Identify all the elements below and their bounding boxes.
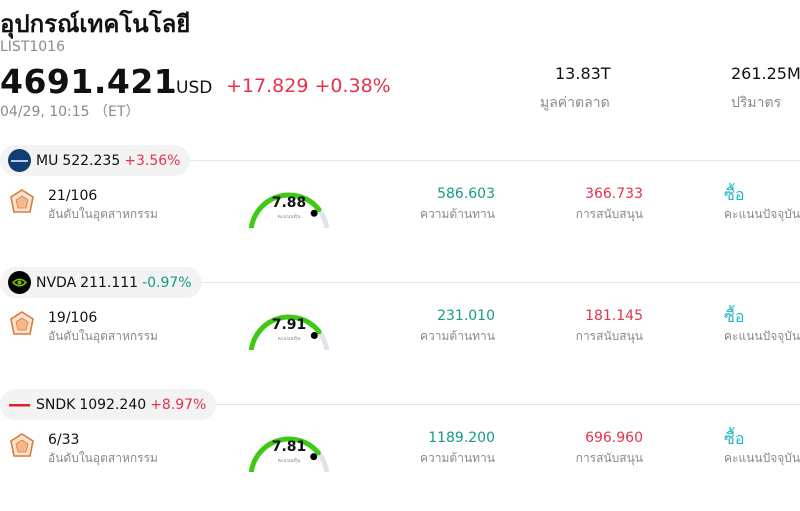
stock-symbol: SNDK [36,396,76,413]
index-price: 4691.421 [0,62,178,101]
industry-rank-icon [10,311,34,335]
market-cap-label: มูลค่าตลาด [540,95,610,111]
rating-label: คะแนนปัจจุบัน [724,329,800,343]
stock-pill[interactable]: NVDA 211.111 -0.97% [0,267,202,298]
industry-rank-icon [10,189,34,213]
currency-label: USD [176,78,213,98]
support-value: 181.145 [585,308,643,324]
stock-symbol: NVDA [36,274,77,291]
timestamp: 04/29, 10:15 （ET） [0,104,140,120]
volume-value: 261.25M [731,64,800,83]
resistance-value: 1189.200 [428,430,495,446]
industry-rank-label: อันดับในอุตสาหกรรม [48,207,158,221]
resistance-value: 231.010 [437,308,495,324]
micron-logo-icon [8,149,31,172]
score-gauge [248,436,330,472]
resistance-label: ความต้านทาน [420,451,495,465]
industry-rank-value: 19/106 [48,310,98,326]
row-divider [0,404,800,405]
score-gauge [248,192,330,228]
industry-rank-value: 21/106 [48,188,98,204]
industry-rank-label: อันดับในอุตสาหกรรม [48,451,158,465]
stock-change: +8.97% [150,396,207,413]
stock-score: 7.91 [271,317,307,333]
stock-score: 7.81 [271,439,307,455]
market-cap-value: 13.83T [555,64,611,83]
stock-score: 7.88 [271,195,307,211]
stock-change: -0.97% [142,274,192,291]
support-label: การสนับสนุน [575,329,643,343]
stock-price: 211.111 [80,274,139,291]
resistance-value: 586.603 [437,186,495,202]
page-title: อุปกรณ์เทคโนโลยี [0,10,191,38]
stock-row[interactable]: NVDA 211.111 -0.97% 19/106 อันดับในอุตสา… [0,267,800,389]
industry-rank-icon [10,433,34,457]
stock-pill[interactable]: MU 522.235 +3.56% [0,145,191,176]
stock-price: 1092.240 [79,396,147,413]
rating-value: ซื้อ [724,429,745,448]
stock-pill[interactable]: SNDK 1092.240 +8.97% [0,389,217,420]
rating-label: คะแนนปัจจุบัน [724,207,800,221]
stock-score-label: คะแนนหุ้น [277,458,301,464]
sandisk-logo-icon [8,393,31,416]
stock-symbol: MU [36,152,59,169]
stock-row[interactable]: SNDK 1092.240 +8.97% 6/33 อันดับในอุตสาห… [0,389,800,511]
stock-score-label: คะแนนหุ้น [277,336,301,342]
stock-score-label: คะแนนหุ้น [277,214,301,220]
support-label: การสนับสนุน [575,207,643,221]
support-value: 696.960 [585,430,643,446]
volume-label: ปริมาตร [731,95,782,111]
stock-price: 522.235 [62,152,121,169]
industry-rank-value: 6/33 [48,432,80,448]
score-gauge [248,314,330,350]
rating-value: ซื้อ [724,307,745,326]
stock-change: +3.56% [124,152,181,169]
nvidia-logo-icon [8,271,31,294]
row-divider [0,282,800,283]
resistance-label: ความต้านทาน [420,329,495,343]
row-divider [0,160,800,161]
support-label: การสนับสนุน [575,451,643,465]
rating-value: ซื้อ [724,185,745,204]
industry-rank-label: อันดับในอุตสาหกรรม [48,329,158,343]
support-value: 366.733 [585,186,643,202]
stock-row[interactable]: MU 522.235 +3.56% 21/106 อันดับในอุตสาหก… [0,145,800,267]
rating-label: คะแนนปัจจุบัน [724,451,800,465]
index-code: LIST1016 [0,39,65,55]
index-change: +17.829 +0.38% [226,75,391,97]
resistance-label: ความต้านทาน [420,207,495,221]
